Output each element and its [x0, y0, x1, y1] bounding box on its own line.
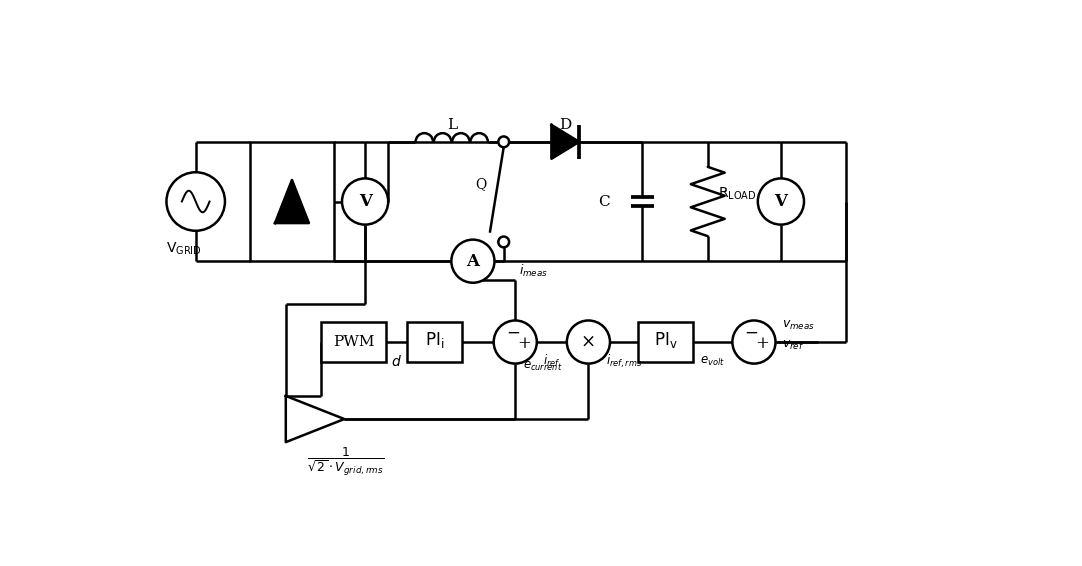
Text: +: + [517, 335, 530, 352]
Polygon shape [286, 396, 344, 442]
Text: D: D [559, 118, 571, 132]
Text: C: C [598, 195, 610, 208]
Circle shape [342, 178, 388, 225]
Text: Q: Q [475, 177, 487, 191]
Text: $\dfrac{1}{\sqrt{2}\cdot V_{grid,rms}}$: $\dfrac{1}{\sqrt{2}\cdot V_{grid,rms}}$ [307, 445, 384, 478]
Text: $v_{meas}$: $v_{meas}$ [781, 319, 815, 332]
Circle shape [167, 172, 225, 231]
Circle shape [499, 136, 510, 147]
Circle shape [733, 320, 776, 363]
Text: $v_{ref}$: $v_{ref}$ [781, 340, 804, 353]
Text: $\mathrm{PI_i}$: $\mathrm{PI_i}$ [425, 331, 444, 350]
Text: A: A [466, 252, 479, 269]
Bar [321, 322, 386, 362]
Text: +: + [755, 335, 769, 352]
Text: $i_{ref,rms}$: $i_{ref,rms}$ [606, 353, 642, 370]
Text: −: − [744, 325, 758, 342]
Text: V: V [358, 193, 371, 210]
Text: $\mathrm{V_{GRID}}$: $\mathrm{V_{GRID}}$ [167, 241, 202, 258]
Text: $e_{current}$: $e_{current}$ [523, 360, 563, 373]
Text: $i_{ref}$: $i_{ref}$ [543, 353, 560, 370]
Text: −: − [506, 325, 519, 342]
Text: $\mathrm{R_{LOAD}}$: $\mathrm{R_{LOAD}}$ [717, 186, 756, 202]
Text: $\mathrm{PI_v}$: $\mathrm{PI_v}$ [654, 331, 677, 350]
Text: V: V [775, 193, 788, 210]
Text: PWM: PWM [333, 335, 374, 349]
Text: $d$: $d$ [391, 354, 401, 369]
Polygon shape [552, 125, 579, 159]
Text: ×: × [581, 333, 596, 351]
Circle shape [493, 320, 537, 363]
Polygon shape [275, 180, 308, 223]
Circle shape [567, 320, 610, 363]
Text: L: L [447, 118, 457, 132]
Circle shape [499, 237, 510, 247]
Text: $e_{volt}$: $e_{volt}$ [700, 355, 725, 368]
Circle shape [451, 239, 494, 283]
Bar [637, 322, 694, 362]
Circle shape [757, 178, 804, 225]
Bar [407, 322, 462, 362]
Bar [250, 142, 334, 261]
Text: $i_{meas}$: $i_{meas}$ [519, 263, 549, 279]
